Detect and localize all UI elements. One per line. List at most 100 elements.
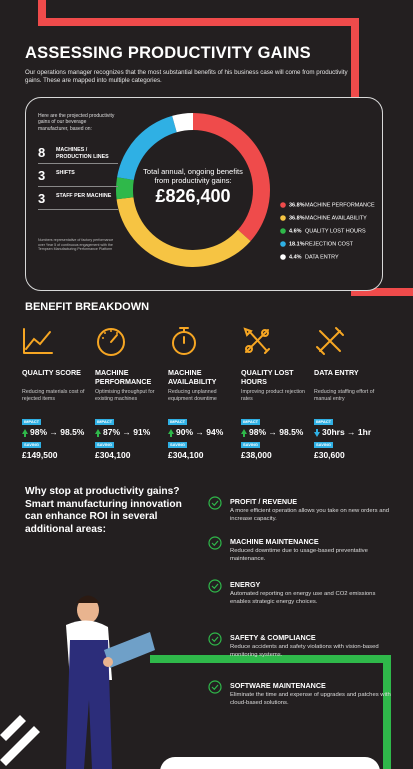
saving-value: £304,100: [168, 450, 204, 460]
donut-segment: [117, 115, 177, 181]
card-lead: Here are the projected productivity gain…: [38, 113, 115, 132]
area-title: MACHINE MAINTENANCE: [230, 537, 319, 546]
legend-label: QUALITY LOST HOURS: [305, 228, 366, 234]
trend-arrow: [241, 429, 247, 437]
stat-label: MACHINES / PRODUCTION LINES: [56, 147, 109, 160]
donut-segment: [116, 177, 134, 200]
benefit-icon: [97, 328, 125, 356]
benefit-desc: Reducing materials cost of rejected item…: [22, 389, 85, 402]
to-value: 1hr: [357, 427, 372, 437]
area-title: SOFTWARE MAINTENANCE: [230, 681, 326, 690]
impact-values: 30hrs → 1hr: [322, 427, 371, 437]
area-desc: Reduced downtime due to usage-based prev…: [230, 548, 368, 562]
donut-segment: [193, 113, 270, 242]
stat-number: 3: [38, 191, 46, 206]
benefit-title: MACHINE PERFORMANCE: [95, 368, 152, 386]
legend-value: 4.6%: [289, 228, 302, 234]
from-value: 90%: [176, 427, 194, 437]
saving-tag: SAVING: [95, 442, 115, 448]
legend-swatch: [280, 202, 286, 208]
green-line: [150, 655, 391, 769]
benefit-icon: [172, 327, 196, 355]
saving-value: £149,500: [22, 450, 58, 460]
stat-label: STAFF PER MACHINE: [56, 193, 112, 199]
check-icon: [208, 680, 222, 694]
trend-arrow: [95, 429, 101, 437]
stat-rule: [38, 163, 118, 164]
benefit-icon: [316, 327, 344, 355]
benefit-desc: Reducing staffing effort of manual entry: [314, 389, 375, 402]
from-value: 98%: [249, 427, 267, 437]
area-title: SAFETY & COMPLIANCE: [230, 633, 316, 642]
impact-tag: IMPACT: [95, 419, 115, 425]
saving-value: £30,600: [314, 450, 345, 460]
saving-value: £38,000: [241, 450, 272, 460]
section-title: BENEFIT BREAKDOWN: [25, 301, 150, 313]
legend-label: MACHINE PERFORMANCE: [305, 202, 375, 208]
arrow: →: [266, 427, 280, 437]
from-value: 87%: [103, 427, 121, 437]
impact-values: 98% → 98.5%: [30, 427, 84, 437]
impact-tag: IMPACT: [314, 419, 334, 425]
legend-swatch: [280, 241, 286, 247]
trend-arrow: [314, 429, 320, 437]
from-value: 30hrs: [322, 427, 345, 437]
impact-values: 87% → 91%: [103, 427, 150, 437]
area-title: ENERGY: [230, 580, 261, 589]
title: ASSESSING PRODUCTIVITY GAINS: [25, 44, 311, 62]
worker-figure: [0, 595, 155, 769]
benefit-icon: [23, 328, 53, 354]
saving-tag: SAVING: [241, 442, 261, 448]
to-value: 91%: [133, 427, 151, 437]
center-label: Total annual, ongoing benefits from prod…: [143, 167, 243, 185]
red-line: [38, 0, 413, 296]
intro: Our operations manager recognizes that t…: [25, 69, 348, 84]
stat-label: SHIFTS: [56, 170, 75, 176]
benefit-title: QUALITY SCORE: [22, 368, 81, 377]
saving-tag: SAVING: [314, 442, 334, 448]
area-desc: Automated reporting on energy use and CO…: [230, 591, 376, 605]
check-icon: [208, 579, 222, 593]
legend-value: 36.8%: [289, 215, 305, 221]
check-icon: [208, 536, 222, 550]
legend-label: DATA ENTRY: [305, 254, 339, 260]
center-value: £826,400: [155, 186, 231, 206]
stat-rule: [38, 186, 118, 187]
benefit-desc: Improving product rejection rates: [241, 389, 305, 402]
legend-value: 36.8%: [289, 202, 305, 208]
benefit-icon: [243, 327, 270, 354]
stat-rule: [38, 209, 118, 210]
trend-arrow: [168, 429, 174, 437]
saving-value: £304,100: [95, 450, 131, 460]
stat-number: 3: [38, 168, 46, 183]
impact-tag: IMPACT: [22, 419, 42, 425]
from-value: 98%: [30, 427, 48, 437]
benefit-title: MACHINE AVAILABILITY: [168, 368, 217, 386]
arrow: →: [344, 427, 358, 437]
legend-swatch: [280, 215, 286, 221]
footnote: Numbers representative of factory perfor…: [38, 238, 114, 252]
legend-value: 4.4%: [289, 254, 302, 260]
benefit-desc: Optimising throughput for existing machi…: [95, 389, 155, 402]
saving-tag: SAVING: [168, 442, 188, 448]
arrow: →: [47, 427, 61, 437]
benefit-title: QUALITY LOST HOURS: [241, 368, 294, 386]
impact-tag: IMPACT: [168, 419, 188, 425]
bottom-card: [160, 757, 380, 769]
impact-tag: IMPACT: [241, 419, 261, 425]
area-title: PROFIT / REVENUE: [230, 497, 298, 506]
to-value: 98.5%: [60, 427, 85, 437]
stat-number: 8: [38, 145, 46, 160]
area-desc: Reduce accidents and safety violations w…: [230, 644, 379, 658]
impact-values: 90% → 94%: [176, 427, 223, 437]
benefit-title: DATA ENTRY: [314, 368, 359, 377]
check-icon: [208, 496, 222, 510]
benefit-desc: Reducing unplanned equipment downtime: [168, 389, 217, 402]
question: Why stop at productivity gains? Smart ma…: [25, 486, 182, 535]
arrow: →: [193, 427, 207, 437]
legend-swatch: [280, 254, 286, 260]
area-desc: A more efficient operation allows you ta…: [230, 508, 390, 522]
saving-tag: SAVING: [22, 442, 42, 448]
